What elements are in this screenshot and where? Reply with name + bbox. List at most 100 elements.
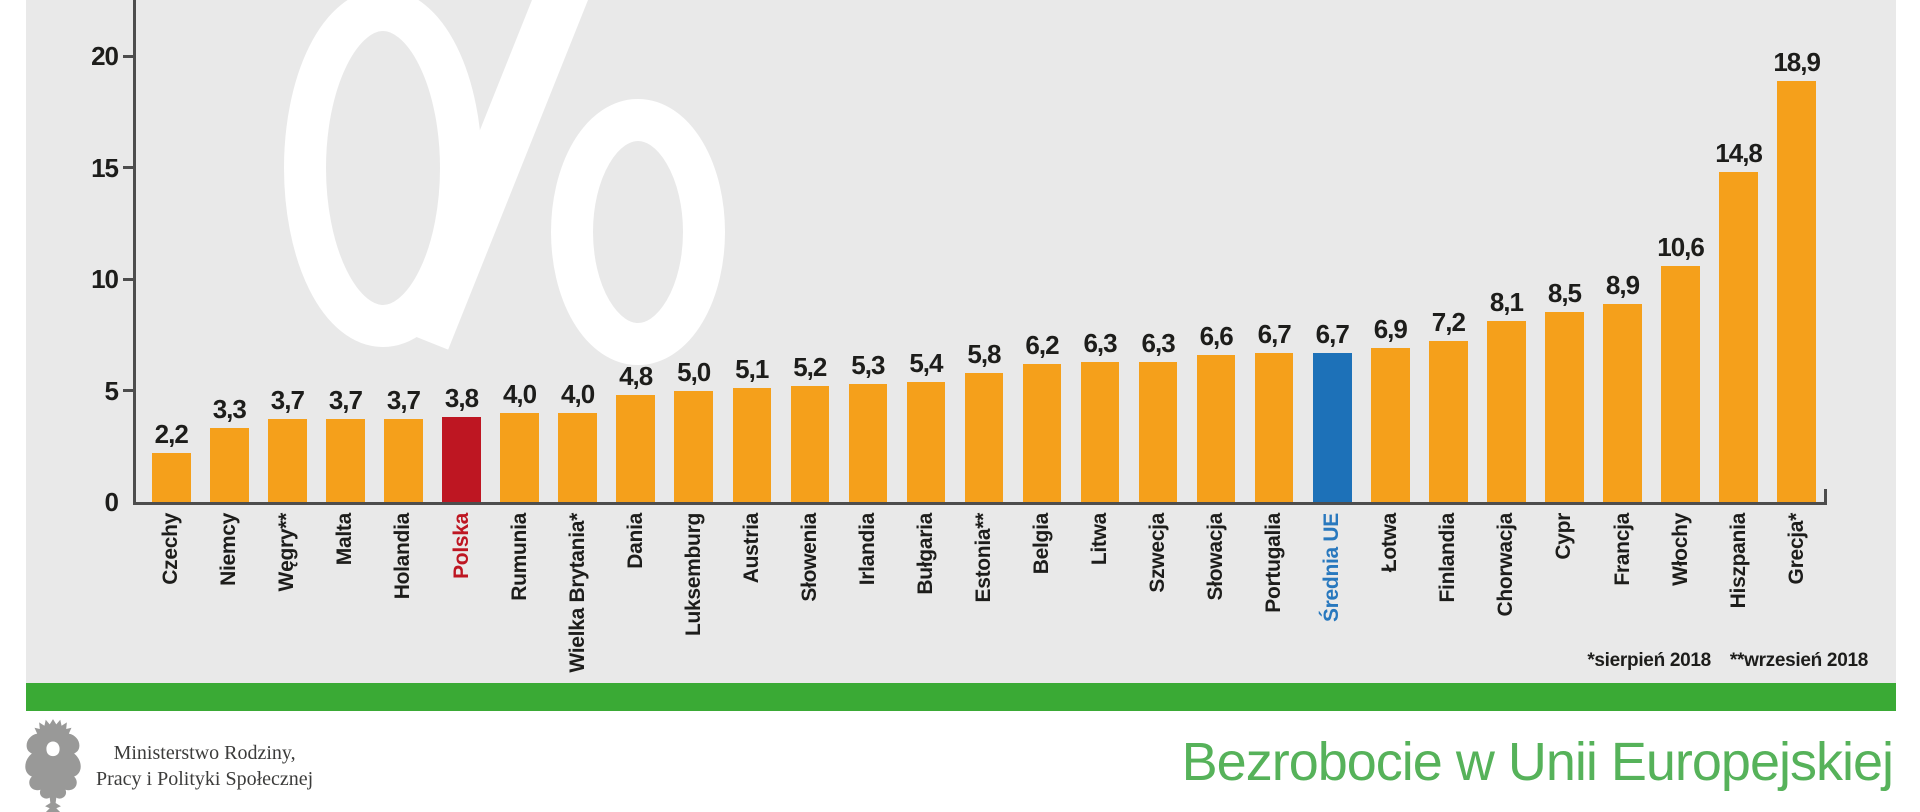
bar-value-szwecja: 6,3 <box>1141 327 1176 358</box>
bar-label-lotwa: Łotwa <box>1378 513 1402 573</box>
bar-value-srednia-ue: 6,7 <box>1315 318 1350 349</box>
bar-chorwacja <box>1487 321 1526 502</box>
bar-value-belgia: 6,2 <box>1025 329 1059 360</box>
bar-value-slowenia: 5,2 <box>793 352 827 383</box>
bar-grecja <box>1777 80 1816 502</box>
bar-label-bulgaria: Bułgaria <box>913 513 937 595</box>
bar-label-finlandia: Finlandia <box>1436 513 1460 603</box>
bar-value-grecja: 18,9 <box>1773 46 1821 77</box>
bar-czechy <box>152 452 191 502</box>
bar-value-chorwacja: 8,1 <box>1489 287 1524 318</box>
bar-holandia <box>384 419 423 502</box>
bar-lotwa <box>1371 348 1410 502</box>
bar-label-slowacja: Słowacja <box>1204 513 1228 601</box>
bar-value-litwa: 6,3 <box>1083 327 1117 358</box>
bar-slowenia <box>790 386 830 502</box>
bar-malta <box>326 419 365 502</box>
bar-label-austria: Austria <box>739 513 763 584</box>
bar-label-holandia: Holandia <box>391 513 415 600</box>
bar-luksemburg <box>674 390 713 502</box>
footnote-august: *sierpień 2018 <box>1587 650 1711 671</box>
y-tick-label-5: 5 <box>104 375 119 406</box>
bar-label-irlandia: Irlandia <box>855 513 879 586</box>
y-tick-mark-10 <box>123 277 133 281</box>
bar-value-holandia: 3,7 <box>386 385 421 416</box>
bar-label-slowenia: Słowenia <box>797 513 821 602</box>
bar-label-belgia: Belgia <box>1030 513 1053 575</box>
chart-panel: 0 5 10 15 20 2,2 Czechy 3,3 Niemcy 3,7 Węgry** 3,7… <box>26 0 1896 683</box>
bar-value-cypr: 8,5 <box>1547 278 1582 309</box>
bar-label-malta: Malta <box>333 513 357 566</box>
bar-label-estonia: Estonia** <box>971 513 995 603</box>
bar-label-wegry: Węgry** <box>275 513 299 592</box>
y-tick-mark-5 <box>123 389 133 392</box>
bar-value-finlandia: 7,2 <box>1431 307 1466 338</box>
bar-value-niemcy: 3,3 <box>212 394 247 425</box>
y-tick-label-20: 20 <box>91 41 119 71</box>
y-axis-line <box>133 0 136 505</box>
bar-bulgaria <box>906 381 946 502</box>
ministry-name-line1: Ministerstwo Rodziny, <box>113 742 296 764</box>
y-tick-label-10: 10 <box>91 264 119 294</box>
bar-label-luksemburg: Luksemburg <box>681 513 705 637</box>
bar-label-chorwacja: Chorwacja <box>1494 513 1518 617</box>
bar-francja <box>1603 303 1642 502</box>
footnote: *sierpień 2018 **wrzesień 2018 <box>1573 650 1868 672</box>
bar-austria <box>732 388 771 502</box>
ministry-logo: Ministerstwo Rodziny, Pracy i Polityki S… <box>20 716 320 812</box>
bar-wielka-brytania <box>558 412 597 502</box>
y-tick-label-0: 0 <box>104 487 119 517</box>
green-divider-bar <box>26 683 1896 711</box>
bar-label-szwecja: Szwecja <box>1146 513 1170 593</box>
bar-srednia-ue <box>1313 352 1352 502</box>
bar-label-czechy: Czechy <box>159 513 183 585</box>
bar-polska <box>442 417 481 502</box>
bar-niemcy <box>210 428 249 502</box>
chart-title: Bezrobocie w Unii Europejskiej <box>1181 732 1894 792</box>
x-axis-line <box>133 502 1827 505</box>
bar-label-rumunia: Rumunia <box>507 513 531 601</box>
bar-hiszpania <box>1719 171 1758 502</box>
bar-value-francja: 8,9 <box>1605 269 1640 300</box>
bar-value-slowacja: 6,6 <box>1199 320 1234 351</box>
ministry-name: Ministerstwo Rodziny, Pracy i Polityki S… <box>96 740 313 792</box>
bar-value-wlochy: 10,6 <box>1657 231 1705 262</box>
bar-label-srednia-ue: Średnia UE <box>1320 513 1344 623</box>
bar-litwa <box>1080 361 1120 502</box>
bar-value-bulgaria: 5,4 <box>909 347 943 378</box>
ministry-name-line2: Pracy i Polityki Społecznej <box>96 768 314 790</box>
y-tick-mark-15 <box>123 166 133 169</box>
percent-watermark-icon <box>284 0 725 365</box>
bar-label-litwa: Litwa <box>1088 513 1112 566</box>
bar-label-wielka-brytania: Wielka Brytania* <box>565 513 589 673</box>
bar-szwecja <box>1138 361 1178 502</box>
bar-slowacja <box>1196 354 1236 502</box>
bar-belgia <box>1022 363 1062 502</box>
bar-value-hiszpania: 14,8 <box>1715 137 1763 168</box>
y-tick-label-15: 15 <box>91 152 119 183</box>
bar-label-dania: Dania <box>623 513 647 569</box>
bar-value-polska: 3,8 <box>444 383 479 414</box>
bar-value-lotwa: 6,9 <box>1373 314 1408 345</box>
bar-portugalia <box>1254 352 1294 502</box>
bar-wegry <box>268 419 307 502</box>
bar-value-austria: 5,1 <box>735 354 769 385</box>
bar-value-wielka-brytania: 4,0 <box>561 378 595 409</box>
bar-value-irlandia: 5,3 <box>851 349 885 380</box>
bar-wlochy <box>1661 265 1700 502</box>
bar-value-estonia: 5,8 <box>967 338 1001 369</box>
bar-irlandia <box>848 383 888 502</box>
bar-finlandia <box>1429 341 1468 502</box>
polish-eagle-icon <box>25 719 81 812</box>
bar-label-niemcy: Niemcy <box>217 513 241 586</box>
bar-value-czechy: 2,2 <box>154 418 189 449</box>
bar-label-polska: Polska <box>449 513 473 579</box>
bar-value-dania: 4,8 <box>619 360 653 391</box>
footnote-september: **wrzesień 2018 <box>1729 650 1868 671</box>
bar-value-portugalia: 6,7 <box>1257 318 1292 349</box>
bar-estonia <box>964 372 1004 502</box>
bar-value-rumunia: 4,0 <box>502 378 537 409</box>
y-tick-mark-20 <box>123 54 133 58</box>
bar-value-wegry: 3,7 <box>270 385 305 416</box>
